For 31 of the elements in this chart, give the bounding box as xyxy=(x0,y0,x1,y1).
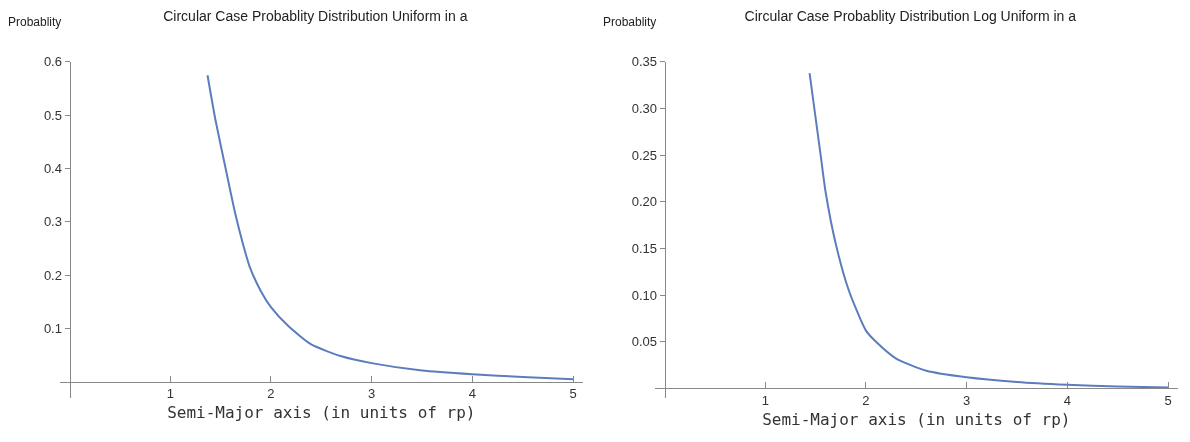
y-axis-title: Probablity xyxy=(8,15,62,29)
x-tick-label: 2 xyxy=(862,393,870,409)
y-tick-label: 0.3 xyxy=(43,214,62,230)
x-tick-label: 2 xyxy=(267,386,275,402)
y-axis-title: Probablity xyxy=(603,15,657,29)
y-tick-label: 0.5 xyxy=(43,107,62,123)
line-series xyxy=(206,74,575,381)
x-tick-label: 5 xyxy=(1164,393,1172,409)
line-series xyxy=(808,72,1170,389)
y-tick-label: 0.4 xyxy=(43,161,62,177)
x-axis-title: Semi-Major axis (in units of rp) xyxy=(762,409,1071,429)
y-tick-label: 0.20 xyxy=(631,194,657,210)
x-tick-label: 3 xyxy=(368,386,376,402)
x-tick-label: 1 xyxy=(761,393,769,409)
x-tick-label: 1 xyxy=(166,386,174,402)
y-tick-label: 0.6 xyxy=(43,54,62,70)
chart-title: Circular Case Probablity Distribution Uniform in a xyxy=(163,7,468,24)
y-tick-label: 0.2 xyxy=(43,267,62,283)
x-tick-label: 3 xyxy=(963,393,971,409)
x-tick-label: 4 xyxy=(468,386,476,402)
x-axis-title: Semi-Major axis (in units of rp) xyxy=(167,403,476,423)
y-tick-label: 0.05 xyxy=(631,334,657,350)
y-tick-label: 0.35 xyxy=(631,54,657,70)
y-tick-label: 0.10 xyxy=(631,287,657,303)
chart-title: Circular Case Probablity Distribution Log Uniform in a xyxy=(744,7,1077,24)
y-tick-label: 0.30 xyxy=(631,101,657,117)
x-tick-label: 4 xyxy=(1063,393,1071,409)
x-tick-label: 5 xyxy=(569,386,577,402)
y-tick-label: 0.1 xyxy=(43,321,62,337)
y-tick-label: 0.15 xyxy=(631,241,657,257)
y-tick-label: 0.25 xyxy=(631,147,657,163)
